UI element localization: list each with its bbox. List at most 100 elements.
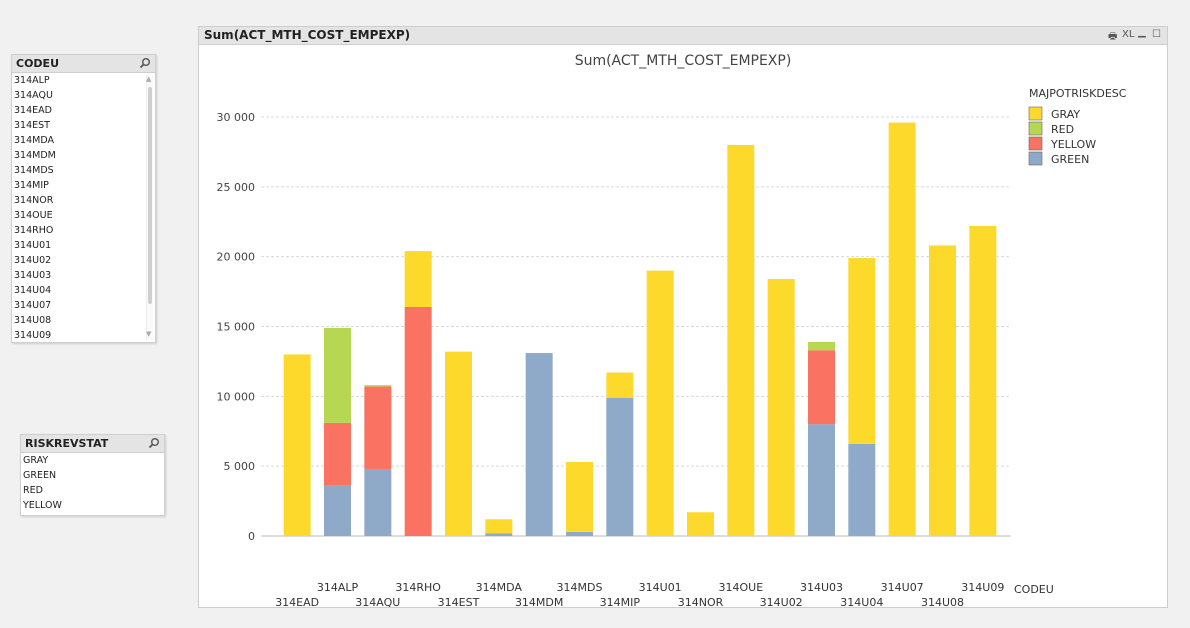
list-item[interactable]: 314U08 — [14, 315, 52, 326]
legend-label: RED — [1051, 123, 1074, 136]
list-item[interactable]: 314MIP — [14, 180, 49, 191]
list-item[interactable]: 314EST — [14, 120, 50, 131]
list-item[interactable]: 314ALP — [14, 75, 50, 86]
legend-swatch-gray — [1028, 106, 1043, 121]
bar-segment-gray — [727, 144, 755, 536]
bar-segment-gray — [606, 372, 634, 398]
bar-segment-gray — [888, 122, 916, 536]
codeu-listbox-title: CODEU — [16, 57, 60, 70]
search-icon[interactable] — [139, 57, 151, 69]
x-tick-label: 314U08 — [921, 596, 964, 607]
list-item[interactable]: 314NOR — [14, 195, 54, 206]
list-item[interactable]: RED — [23, 485, 43, 496]
y-tick-label: 25 000 — [217, 181, 256, 194]
chart-caption-bar[interactable]: Sum(ACT_MTH_COST_EMPEXP) 🖶 XL ▁ ☐ — [199, 27, 1167, 45]
list-item[interactable]: 314U04 — [14, 285, 52, 296]
x-tick-label: 314RHO — [395, 581, 441, 594]
bar-segment-gray — [969, 225, 997, 536]
riskrevstat-listbox: RISKREVSTAT GRAY GREEN RED YELLOW — [20, 434, 165, 516]
bar-segment-red — [324, 327, 351, 423]
x-tick-label: 314MDM — [515, 596, 563, 607]
riskrevstat-listbox-header[interactable]: RISKREVSTAT — [21, 435, 164, 453]
y-tick-label: 0 — [248, 530, 255, 543]
scroll-down-icon[interactable]: ▼ — [146, 330, 152, 338]
list-item[interactable]: 314U07 — [14, 300, 52, 311]
legend-swatch-red — [1028, 121, 1043, 136]
list-item[interactable]: 314U09 — [14, 330, 52, 341]
x-tick-label: 314U09 — [961, 581, 1004, 594]
bar-segment-gray — [848, 258, 876, 444]
bar-segment-gray — [445, 351, 472, 536]
y-tick-label: 5 000 — [224, 460, 256, 473]
chart-object: Sum(ACT_MTH_COST_EMPEXP) 🖶 XL ▁ ☐ Sum(AC… — [198, 26, 1168, 608]
bar-segment-green — [808, 424, 835, 536]
x-tick-label: 314EAD — [275, 596, 319, 607]
bar-segment-yellow — [324, 422, 351, 486]
bar-segment-yellow — [404, 306, 432, 536]
list-item[interactable]: 314MDA — [14, 135, 54, 146]
y-tick-label: 20 000 — [217, 251, 256, 264]
list-item[interactable]: 314U01 — [14, 240, 52, 251]
bar-segment-green — [848, 443, 876, 536]
list-item[interactable]: 314MDS — [14, 165, 54, 176]
bar-segment-green — [566, 531, 593, 536]
bar-segment-gray — [767, 279, 795, 536]
bar-segment-green — [324, 485, 351, 536]
chart-title: Sum(ACT_MTH_COST_EMPEXP) — [575, 53, 792, 69]
minimize-icon[interactable]: ▁ — [1138, 27, 1146, 38]
list-item[interactable]: GREEN — [23, 470, 57, 481]
list-item[interactable]: 314AQU — [14, 90, 53, 101]
bar-segment-gray — [283, 354, 311, 536]
x-tick-label: 314ALP — [317, 581, 359, 594]
bar-segment-gray — [404, 251, 432, 307]
legend-label: GRAY — [1051, 108, 1080, 121]
print-icon[interactable]: 🖶 — [1108, 31, 1118, 42]
list-item[interactable]: 314EAD — [14, 105, 52, 116]
bar-segment-gray — [566, 461, 593, 532]
list-item[interactable]: GRAY — [23, 455, 49, 466]
list-item[interactable]: 314OUE — [14, 210, 53, 221]
legend-label: GREEN — [1051, 153, 1089, 166]
bar-segment-yellow — [808, 350, 835, 425]
codeu-listbox-header[interactable]: CODEU — [12, 55, 155, 73]
x-tick-label: 314MIP — [600, 596, 641, 607]
x-tick-label: 314U02 — [760, 596, 803, 607]
maximize-icon[interactable]: ☐ — [1152, 29, 1161, 40]
x-tick-label: 314U04 — [840, 596, 883, 607]
legend-label: YELLOW — [1050, 138, 1096, 151]
send-to-excel-button[interactable]: XL — [1122, 29, 1135, 40]
list-item[interactable]: 314RHO — [14, 225, 54, 236]
codeu-listbox: CODEU 314ALP 314AQU 314EAD 314EST 314MDA 314M… — [11, 54, 156, 343]
search-icon[interactable] — [148, 437, 160, 449]
bar-segment-red — [364, 385, 392, 387]
bar-segment-gray — [646, 270, 674, 536]
x-tick-label: 314MDS — [557, 581, 603, 594]
legend-title: MAJPOTRISKDESC — [1029, 87, 1127, 100]
x-tick-label: 314MDA — [476, 581, 523, 594]
x-tick-label: 314EST — [438, 596, 480, 607]
bar-segment-green — [485, 533, 513, 536]
scroll-up-icon[interactable]: ▲ — [146, 75, 152, 83]
list-item[interactable]: 314U03 — [14, 270, 52, 281]
bar-segment-gray — [687, 512, 714, 536]
x-axis-label: CODEU — [1014, 583, 1054, 596]
codeu-scrollbar-thumb[interactable] — [148, 87, 152, 304]
bar-chart: Sum(ACT_MTH_COST_EMPEXP) 0 5 000 10 000 15 0… — [217, 53, 1127, 607]
y-tick-label: 10 000 — [217, 390, 256, 403]
list-item[interactable]: YELLOW — [23, 500, 62, 511]
x-tick-label: 314AQU — [355, 596, 400, 607]
codeu-scrollbar[interactable]: ▲ ▼ — [146, 75, 153, 340]
x-tick-label: 314U01 — [639, 581, 682, 594]
x-tick-label: 314OUE — [719, 581, 764, 594]
bar-segment-red — [808, 341, 835, 351]
riskrevstat-listbox-title: RISKREVSTAT — [25, 437, 109, 450]
y-tick-label: 15 000 — [217, 321, 256, 334]
list-item[interactable]: 314MDM — [14, 150, 56, 161]
list-item[interactable]: 314U02 — [14, 255, 52, 266]
legend-swatch-green — [1028, 151, 1043, 166]
x-tick-label: 314NOR — [678, 596, 724, 607]
bar-segment-gray — [485, 519, 513, 534]
x-tick-label: 314U07 — [881, 581, 924, 594]
bar-segment-gray — [929, 245, 956, 536]
y-tick-label: 30 000 — [217, 111, 256, 124]
